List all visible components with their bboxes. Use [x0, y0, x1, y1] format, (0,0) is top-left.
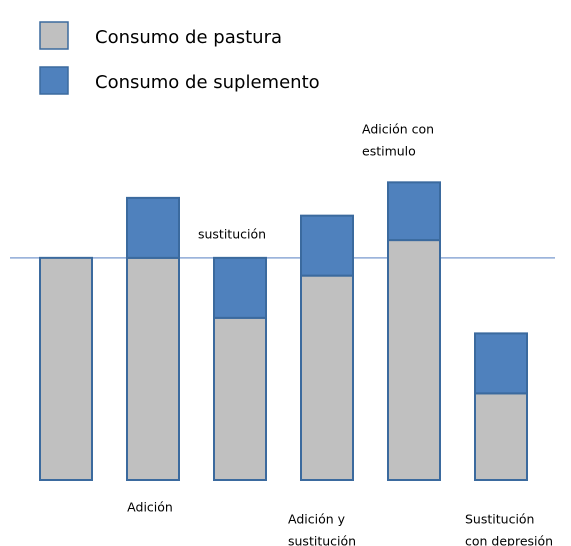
legend-swatch	[39, 66, 69, 95]
bar-segment	[39, 256, 93, 481]
bar-segment	[213, 256, 267, 319]
category-label: Sustitución	[465, 512, 534, 527]
category-label: Adición y	[288, 512, 346, 527]
bar-segment	[387, 239, 441, 481]
bar-segment	[387, 181, 441, 242]
category-label: con depresión	[465, 534, 553, 546]
bar-segment	[126, 256, 180, 481]
bar-segment	[474, 332, 528, 395]
bar-segment	[126, 196, 180, 259]
bar-segment	[300, 274, 354, 481]
legend-label: Consumo de suplemento	[95, 72, 320, 93]
category-label: sustitución	[198, 227, 266, 242]
legend-label: Consumo de pastura	[95, 27, 282, 48]
bar-segment	[213, 316, 267, 482]
category-label: estimulo	[362, 144, 416, 159]
bar-segment	[474, 392, 528, 481]
bar-segment	[300, 214, 354, 277]
category-label: Adición con	[362, 122, 434, 137]
category-label: Adición	[127, 500, 173, 515]
category-label: sustitución	[288, 534, 356, 546]
legend-swatch	[39, 21, 69, 50]
